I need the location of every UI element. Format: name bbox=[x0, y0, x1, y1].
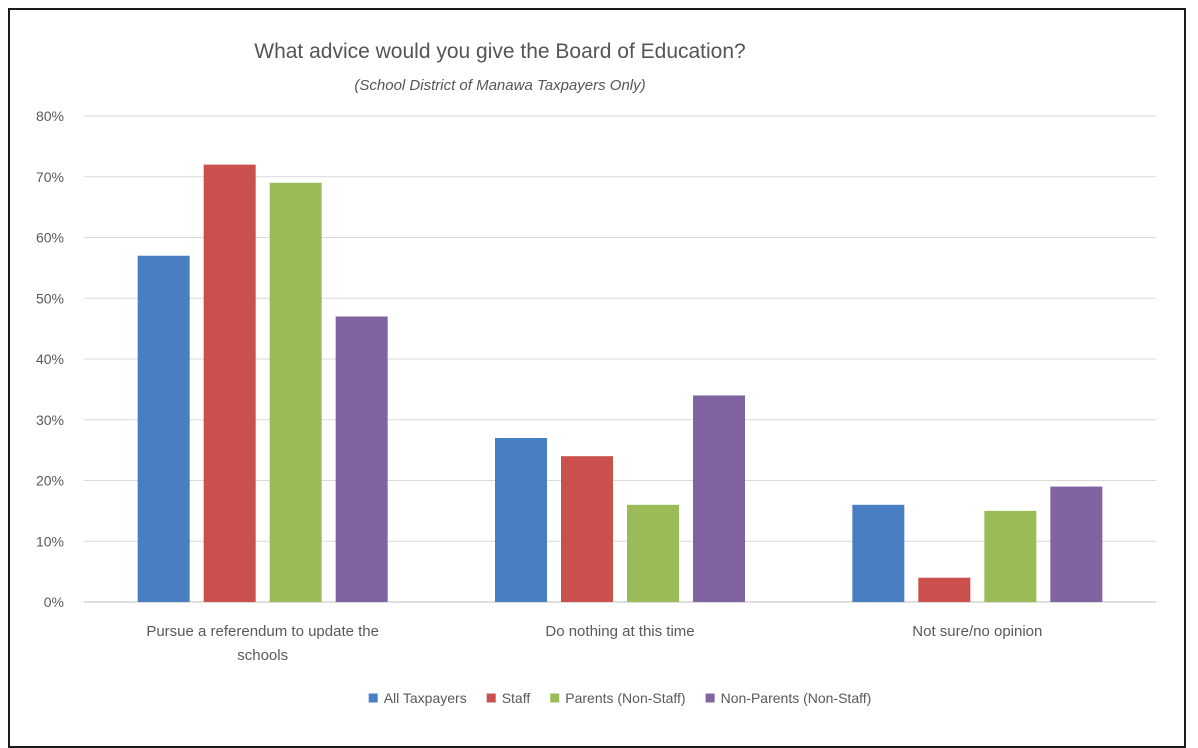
bar bbox=[918, 577, 971, 602]
bar bbox=[137, 255, 190, 602]
y-tick-label: 70% bbox=[36, 169, 64, 185]
y-tick-label: 30% bbox=[36, 412, 64, 428]
bar-chart: What advice would you give the Board of … bbox=[36, 40, 1156, 706]
bar bbox=[852, 504, 905, 602]
y-tick-label: 60% bbox=[36, 230, 64, 246]
legend-swatch bbox=[705, 693, 715, 703]
y-axis-ticks: 0% 10% 20% 30% 40% 50% 60% 70% 80% bbox=[36, 108, 64, 610]
category-label: Do nothing at this time bbox=[545, 623, 694, 640]
legend-label: Staff bbox=[502, 690, 531, 706]
bars bbox=[137, 164, 1103, 602]
chart-title: What advice would you give the Board of … bbox=[254, 40, 745, 63]
legend-label: Non-Parents (Non-Staff) bbox=[721, 690, 872, 706]
legend-label: Parents (Non-Staff) bbox=[565, 690, 685, 706]
bar bbox=[1050, 486, 1103, 602]
gridlines bbox=[84, 115, 1156, 603]
legend-swatch bbox=[486, 693, 496, 703]
bar bbox=[627, 504, 679, 602]
chart-subtitle: (School District of Manawa Taxpayers Onl… bbox=[354, 77, 645, 94]
bar bbox=[203, 164, 256, 602]
y-tick-label: 50% bbox=[36, 290, 64, 306]
y-tick-label: 10% bbox=[36, 533, 64, 549]
bar bbox=[335, 316, 388, 602]
category-label: Pursue a referendum to update the bbox=[146, 623, 379, 640]
bar bbox=[561, 456, 613, 602]
legend-swatch bbox=[550, 693, 560, 703]
category-label: Not sure/no opinion bbox=[912, 623, 1042, 640]
legend-label: All Taxpayers bbox=[384, 690, 467, 706]
bar bbox=[269, 182, 322, 602]
y-tick-label: 40% bbox=[36, 351, 64, 367]
bar bbox=[495, 437, 547, 602]
category-label: schools bbox=[237, 647, 288, 664]
y-tick-label: 20% bbox=[36, 473, 64, 489]
legend: All Taxpayers Staff Parents (Non-Staff) Non… bbox=[368, 690, 872, 706]
y-tick-label: 80% bbox=[36, 108, 64, 124]
bar bbox=[984, 510, 1037, 602]
bar bbox=[693, 395, 745, 602]
legend-swatch bbox=[368, 693, 378, 703]
y-tick-label: 0% bbox=[44, 594, 64, 610]
x-axis-categories: Pursue a referendum to update the schools… bbox=[146, 623, 1042, 664]
